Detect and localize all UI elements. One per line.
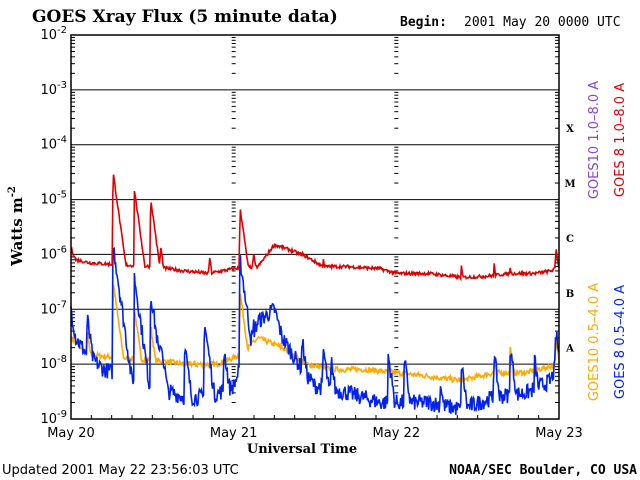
x-tick-label: May 23 — [535, 426, 583, 441]
series-lines — [70, 174, 560, 415]
legend-entry: GOES 8 1.0–8.0 A — [613, 83, 628, 197]
begin-value: 2001 May 20 0000 UTC — [464, 15, 621, 30]
series-line — [70, 284, 560, 386]
x-tick-label: May 22 — [373, 426, 421, 441]
y-tick-label: 10-6 — [40, 244, 67, 262]
y-tick-label: 10-7 — [40, 299, 67, 317]
legend-entry: GOES10 1.0–8.0 A — [587, 81, 602, 199]
footer-updated: Updated 2001 May 22 23:56:03 UTC — [2, 463, 239, 478]
flare-class-labels: X M C B A — [564, 124, 575, 354]
flare-class-label: X — [566, 124, 574, 135]
y-tick-label: 10-9 — [40, 409, 67, 427]
x-tick-labels: May 20 May 21 May 22 May 23 — [47, 426, 583, 441]
legend-label: GOES10 0.5–4.0 A — [587, 283, 602, 401]
y-tick-label: 10-5 — [40, 190, 67, 208]
x-tick-label: May 21 — [210, 426, 258, 441]
legend-label: GOES 8 1.0–8.0 A — [613, 83, 628, 197]
y-tick-label: 10-2 — [40, 25, 67, 43]
begin-label: Begin: — [400, 15, 447, 30]
footer-credit: NOAA/SEC Boulder, CO USA — [449, 463, 637, 478]
legend-entry: GOES 8 0.5–4.0 A — [613, 285, 628, 399]
x-axis-label: Universal Time — [247, 442, 357, 457]
chart-title: GOES Xray Flux (5 minute data) — [32, 7, 338, 27]
series-line — [70, 246, 560, 415]
flare-class-label: C — [566, 234, 574, 245]
x-tick-label: May 20 — [47, 426, 95, 441]
y-axis-label: Watts m-2 — [7, 186, 26, 267]
y-tick-labels: 10-2 10-3 10-4 10-5 10-6 10-7 10-8 10-9 — [40, 25, 67, 427]
flare-class-label: A — [565, 344, 574, 355]
legend-label: GOES 8 0.5–4.0 A — [613, 285, 628, 399]
legend-entry: GOES10 0.5–4.0 A — [587, 283, 602, 401]
flare-class-label: M — [564, 179, 575, 190]
legend: GOES10 1.0–8.0 A GOES10 0.5–4.0 A GOES 8 1… — [587, 81, 628, 401]
flare-class-label: B — [566, 289, 574, 300]
y-tick-label: 10-3 — [40, 80, 67, 98]
legend-label: GOES10 1.0–8.0 A — [587, 81, 602, 199]
plot-frame — [70, 34, 560, 420]
series-line — [70, 174, 560, 282]
y-tick-label: 10-4 — [40, 135, 67, 153]
y-tick-label: 10-8 — [40, 354, 67, 372]
